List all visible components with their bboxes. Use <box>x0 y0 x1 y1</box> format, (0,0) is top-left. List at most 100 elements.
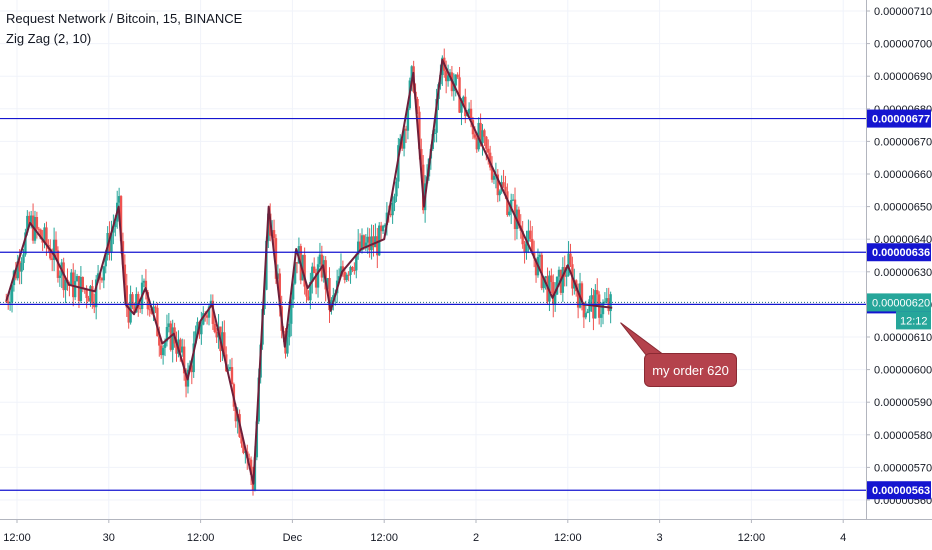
order-annotation[interactable]: my order 620 <box>644 353 737 387</box>
countdown-label: 12:12 <box>900 315 928 327</box>
price-tick-label: 0.00000710 <box>874 6 932 18</box>
candle-body <box>87 298 90 302</box>
candle-body <box>163 341 167 348</box>
candle-body <box>316 264 320 288</box>
price-tick-label: 0.00000640 <box>874 234 932 246</box>
candle-body <box>337 276 341 281</box>
candle-body <box>96 273 100 280</box>
price-axis-bg <box>866 0 932 550</box>
candle-body <box>14 270 18 279</box>
candle-body <box>89 286 92 302</box>
candle-body <box>487 148 490 153</box>
candle-body <box>205 315 209 318</box>
candle-body <box>343 271 347 281</box>
line-price-label: 0.00000677 <box>872 114 930 126</box>
candle-body <box>215 331 218 338</box>
time-tick-label: 12:00 <box>187 532 215 544</box>
candle-body <box>303 254 306 287</box>
time-axis[interactable]: 12:00 30 12:00 Dec 12:00 2 12:00 3 12:00 4 <box>0 519 932 550</box>
candle-body <box>565 275 568 277</box>
time-tick-label: 12:00 <box>738 532 766 544</box>
candle-body <box>307 296 310 301</box>
candle-body <box>152 306 155 314</box>
candle-body <box>290 299 293 324</box>
line-price-tag <box>867 243 931 262</box>
candle-body <box>37 228 41 230</box>
candle-body <box>339 266 343 277</box>
candle-body <box>301 254 304 281</box>
candle-body <box>395 181 398 197</box>
candle-body <box>123 264 127 286</box>
candle-body <box>240 436 243 444</box>
price-tick-label: 0.00000590 <box>874 397 932 409</box>
candle-body <box>93 303 96 308</box>
candle-body <box>517 209 521 226</box>
symbol-title[interactable]: Request Network / Bitcoin, 15, BINANCE <box>6 11 243 26</box>
candle-body <box>276 273 280 279</box>
candle-body <box>599 314 603 318</box>
time-tick-label: 12:00 <box>3 532 31 544</box>
candle-body <box>481 130 484 143</box>
candle-body <box>479 122 482 143</box>
candle-body <box>165 326 169 342</box>
candle-body <box>370 236 373 251</box>
candle-body <box>311 266 314 283</box>
last-price-label: 0.00000620 <box>872 297 930 309</box>
candle-body <box>54 239 58 251</box>
candle-body <box>160 345 163 356</box>
candle-body <box>314 272 318 288</box>
candle-body <box>328 277 331 311</box>
candle-body <box>366 236 369 243</box>
candle-body <box>274 238 278 279</box>
candle-body <box>381 226 385 232</box>
candle-body <box>119 196 123 242</box>
indicator-label[interactable]: Zig Zag (2, 10) <box>6 31 92 46</box>
candle-body <box>469 108 473 121</box>
candle-body <box>580 283 584 303</box>
candle-body <box>142 280 146 283</box>
candle-body <box>504 186 507 192</box>
candle-body <box>492 175 496 180</box>
candle-body <box>184 373 188 387</box>
candle-body <box>523 244 526 253</box>
candle-body <box>416 99 419 112</box>
candle-body <box>70 272 73 286</box>
price-tick-label: 0.00000670 <box>874 136 932 148</box>
candle-body <box>181 346 184 353</box>
candle-body <box>586 311 589 314</box>
candle-body <box>454 74 457 86</box>
candle-body <box>58 275 62 278</box>
candle-body <box>313 266 316 273</box>
candle-body <box>391 203 394 216</box>
price-tick-label: 0.00000570 <box>874 462 932 474</box>
candle-body <box>488 152 492 168</box>
candle-body <box>272 230 276 239</box>
candle-body <box>52 239 56 260</box>
candle-body <box>552 282 555 305</box>
candle-body <box>404 128 408 131</box>
candle-body <box>20 263 23 272</box>
candle-body <box>49 248 52 259</box>
candle-body <box>318 254 322 265</box>
price-axis[interactable]: 0.000007100.000007000.000006900.00000680… <box>866 0 932 550</box>
candle-body <box>550 275 553 283</box>
candle-body <box>332 295 335 300</box>
line-price-tag <box>867 109 931 128</box>
candle-body <box>345 274 348 281</box>
price-tick-label: 0.00000690 <box>874 71 932 83</box>
candle-body <box>10 285 14 303</box>
candle-body <box>154 306 157 308</box>
candle-body <box>100 278 104 281</box>
candle-body <box>129 294 132 323</box>
candle-body <box>39 229 42 239</box>
candle-body <box>28 215 31 224</box>
candle-body <box>131 294 134 307</box>
candle-body <box>355 254 358 271</box>
candle-body <box>372 236 375 248</box>
candle-body <box>247 458 251 460</box>
candle-body <box>305 286 308 297</box>
candle-body <box>393 196 396 204</box>
candle-body <box>286 337 289 354</box>
candle-body <box>406 108 410 131</box>
